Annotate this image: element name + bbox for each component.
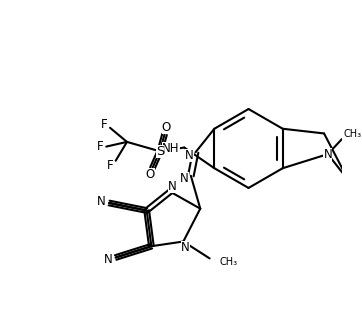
- Text: N: N: [104, 253, 113, 266]
- Text: N: N: [181, 241, 190, 254]
- Text: NH: NH: [162, 142, 180, 155]
- Text: N: N: [323, 148, 332, 161]
- Text: CH₃: CH₃: [344, 129, 362, 139]
- Text: N: N: [97, 195, 106, 207]
- Text: F: F: [101, 118, 107, 130]
- Text: O: O: [146, 168, 155, 181]
- Text: F: F: [97, 140, 104, 153]
- Text: N: N: [180, 172, 189, 185]
- Text: F: F: [107, 159, 114, 172]
- Text: O: O: [162, 121, 171, 134]
- Text: N: N: [185, 149, 194, 162]
- Text: S: S: [156, 145, 164, 158]
- Text: N: N: [168, 180, 176, 193]
- Text: CH₃: CH₃: [219, 257, 237, 267]
